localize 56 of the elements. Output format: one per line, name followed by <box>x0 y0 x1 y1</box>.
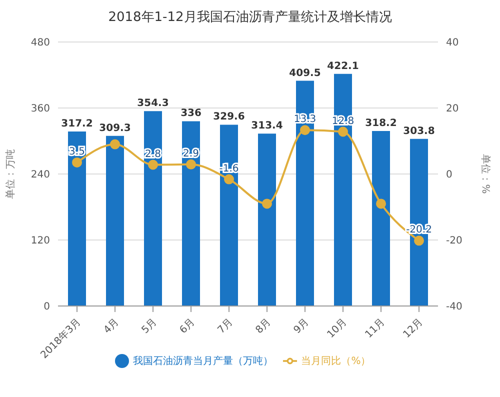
data-label: 336 <box>180 108 202 120</box>
point <box>376 198 386 209</box>
data-label: 309.3 <box>99 122 131 134</box>
point <box>262 198 272 209</box>
x-tick-label: 4月 <box>102 316 122 336</box>
data-label: 422.1 <box>327 60 359 72</box>
x-tick-label: 5月 <box>140 316 160 336</box>
data-label: 313.4 <box>251 120 283 132</box>
chart-title: 2018年1-12月我国石油沥青产量统计及增长情况 <box>107 9 393 27</box>
data-label: 317.2 <box>61 118 93 130</box>
y-tick-label: 120 <box>30 236 50 247</box>
x-tick-label: 7月 <box>216 316 236 336</box>
y-tick-label: 360 <box>30 104 50 115</box>
data-label: 3.5 <box>69 146 85 158</box>
x-tick-label: 10月 <box>326 316 350 340</box>
data-label: 409.5 <box>289 68 321 79</box>
x-tick-label: 8月 <box>254 316 274 336</box>
y-tick-label: 0 <box>44 302 50 313</box>
bar <box>372 130 390 306</box>
legend-label: 当月同比（%） <box>301 356 371 367</box>
y-tick-label: 240 <box>30 170 50 181</box>
bar <box>106 136 124 306</box>
point <box>110 139 120 150</box>
bar <box>182 121 200 306</box>
y2-tick-label: -20 <box>446 236 462 247</box>
point <box>72 157 82 168</box>
data-label: 303.8 <box>403 126 435 137</box>
y2-tick-label: -40 <box>446 302 462 313</box>
y2-tick-label: 20 <box>446 104 459 115</box>
y2-tick-label: 40 <box>446 38 459 49</box>
x-tick-label: 6月 <box>178 316 198 336</box>
x-tick-label: 9月 <box>292 316 312 336</box>
bar <box>296 80 314 306</box>
data-label: 354.3 <box>137 98 169 110</box>
x-tick-label: 11月 <box>364 316 388 340</box>
y-tick-label: 480 <box>30 38 50 49</box>
point <box>186 159 196 170</box>
point <box>338 126 348 137</box>
point <box>148 160 158 170</box>
y-axis-title: 单位：万吨 <box>4 149 17 199</box>
data-label: 2.9 <box>183 148 199 160</box>
bar <box>334 74 352 306</box>
bar <box>220 124 238 306</box>
x-tick-label: 12月 <box>402 316 426 340</box>
point <box>300 125 310 136</box>
bar <box>144 111 162 306</box>
data-label: 2.8 <box>145 148 161 160</box>
point <box>224 174 234 184</box>
data-label: 318.2 <box>365 118 397 129</box>
y2-tick-label: 0 <box>446 170 452 181</box>
y2-axis-title: 单位：% <box>479 154 492 194</box>
data-label: 329.6 <box>213 112 245 123</box>
legend-label: 我国石油沥青当月产量（万吨） <box>133 356 274 367</box>
bar <box>68 132 86 306</box>
bar <box>258 134 276 306</box>
point <box>414 236 424 246</box>
